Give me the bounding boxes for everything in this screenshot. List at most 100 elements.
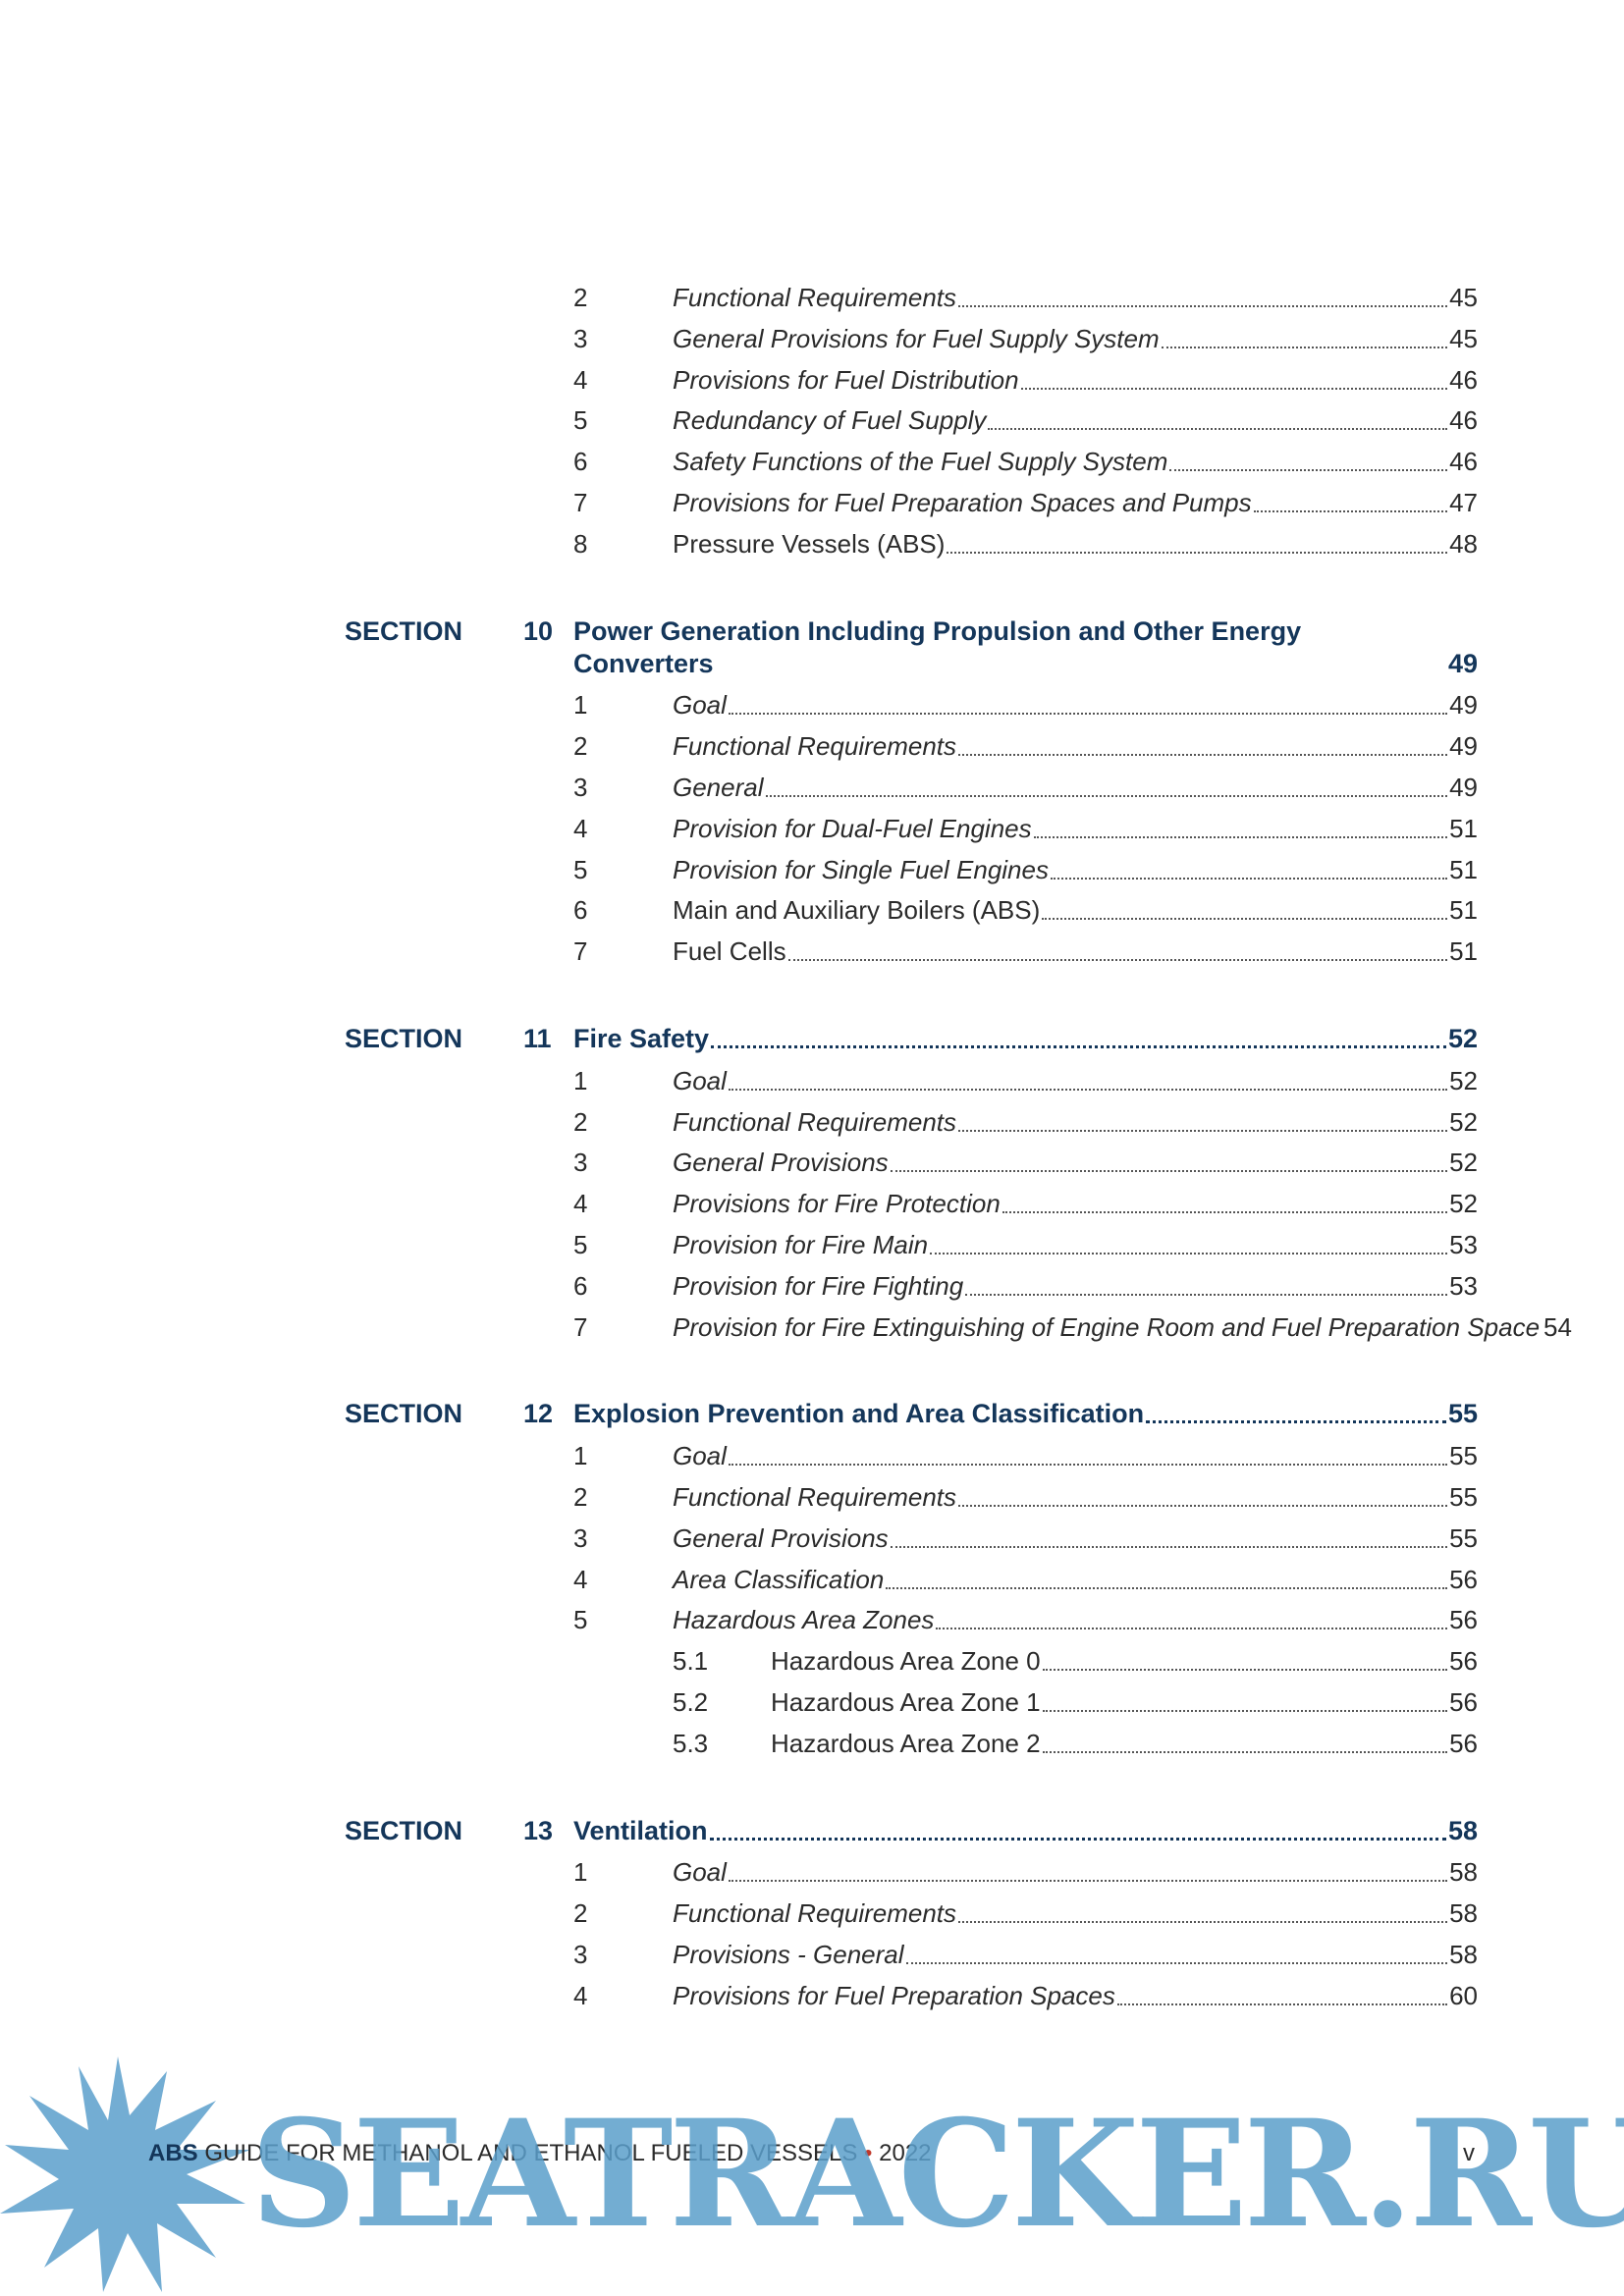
section-page: 49 [1447,648,1478,678]
entry-page: 49 [1449,731,1478,762]
entry-title: Functional Requirements [673,1482,957,1512]
entry-number: 7 [573,1311,588,1342]
entry-number: 5 [573,405,588,436]
entry-number: 6 [573,447,588,477]
section-title-line: Fire Safety 52 [573,1023,1478,1055]
toc-entry: 1 Goal 49 [573,684,1478,725]
toc-entry: 5 Provision for Single Fuel Engines 51 [573,849,1478,890]
entry-number: 7 [573,488,588,517]
toc-entry: 3 General Provisions for Fuel Supply Syst… [573,318,1478,359]
section-label: SECTION [345,1024,463,1053]
watermark: SEATRACKER.RU [250,2088,1624,2261]
entry-page: 51 [1449,936,1478,967]
entry-number: 5.3 [673,1728,709,1758]
section-title: Ventilation [573,1815,708,1845]
entry-number: 1 [573,1857,588,1888]
toc-entry: 6 Main and Auxiliary Boilers (ABS) 51 [573,889,1478,931]
section-number: 12 [523,1399,554,1429]
toc-entry: 8 Pressure Vessels (ABS) 48 [573,523,1478,564]
dot-leader [728,1880,1448,1883]
footer-brand: ABS [148,2140,198,2166]
toc-subentry: 5.2 Hazardous Area Zone 1 56 [673,1682,1478,1723]
dot-leader [890,1545,1448,1548]
entry-page: 53 [1449,1270,1478,1301]
dot-leader [1042,1750,1448,1753]
footer-separator: • [864,2140,873,2166]
entry-page: 51 [1449,895,1478,926]
entry-number: 4 [573,364,588,395]
entry-page: 45 [1449,323,1478,353]
entry-page: 52 [1449,1189,1478,1219]
entry-number: 5 [573,1605,588,1635]
section-heading: SECTION 12 Explosion Prevention and Area C… [345,1398,1478,1430]
dot-leader [965,1293,1448,1296]
entry-page: 52 [1449,1106,1478,1137]
entry-number: 2 [573,1898,588,1929]
entry-title: Goal [673,1857,727,1888]
entry-title: Goal [673,1441,727,1471]
entry-title: Goal [673,690,727,721]
toc-entry: 2 Functional Requirements 49 [573,725,1478,767]
entry-title: Goal [673,1065,727,1095]
section-label: SECTION [345,1399,463,1429]
entry-page: 49 [1449,690,1478,721]
entry-title: Functional Requirements [673,1898,957,1929]
section-number: 10 [523,615,554,646]
dot-leader [958,305,1448,307]
toc-entry: 3 General 49 [573,767,1478,808]
dot-leader [905,1962,1448,1965]
dot-leader [711,1045,1446,1048]
toc-entry: 2 Functional Requirements 55 [573,1476,1478,1518]
toc-entry: 7 Provisions for Fuel Preparation Spaces … [573,482,1478,523]
toc-entry: 4 Provisions for Fuel Preparation Spaces 6… [573,1975,1478,2016]
dot-leader [1169,469,1448,472]
toc-entry: 2 Functional Requirements 52 [573,1101,1478,1143]
section-page: 55 [1447,1399,1478,1429]
entry-number: 4 [573,1564,588,1594]
entry-title: Provision for Fire Main [673,1230,929,1259]
entry-page: 54 [1543,1311,1572,1342]
entry-page: 46 [1449,405,1478,436]
entry-number: 3 [573,1940,588,1970]
entry-page: 46 [1449,447,1478,477]
entry-number: 1 [573,1065,588,1095]
page-number: v [1463,2140,1475,2166]
entry-page: 58 [1449,1898,1478,1929]
dot-leader [1253,510,1448,512]
entry-page: 52 [1449,1065,1478,1095]
entry-page: 58 [1449,1857,1478,1888]
toc-entry: 5 Provision for Fire Main 53 [573,1224,1478,1265]
entry-number: 1 [573,690,588,721]
section-title-line: Ventilation 58 [573,1815,1478,1847]
section-heading: SECTION 11 Fire Safety 52 [345,1023,1478,1055]
toc-entry: 1 Goal 58 [573,1851,1478,1893]
entry-title: Pressure Vessels (ABS) [673,528,946,559]
entry-page: 48 [1449,528,1478,559]
toc-entry: 2 Functional Requirements 45 [573,277,1478,318]
entry-title: General Provisions [673,1148,889,1178]
entry-title: Provision for Fire Fighting [673,1270,964,1301]
entry-page: 55 [1449,1441,1478,1471]
entry-page: 58 [1449,1940,1478,1970]
entry-page: 56 [1449,1728,1478,1758]
entry-number: 8 [573,528,588,559]
entry-page: 55 [1449,1522,1478,1553]
entry-title: Hazardous Area Zones [673,1605,935,1635]
dot-leader [958,1921,1448,1924]
dot-leader [958,754,1448,757]
dot-leader [988,428,1448,431]
entry-number: 7 [573,936,588,967]
section-page: 52 [1447,1024,1478,1053]
entry-title: Provisions for Fuel Preparation Spaces [673,1980,1115,2010]
entry-number: 5.2 [673,1687,709,1717]
toc-entry: 4 Area Classification 56 [573,1559,1478,1600]
section-heading: SECTION 13 Ventilation 58 [345,1815,1478,1847]
entry-title: Provision for Fire Extinguishing of Engi… [673,1311,1541,1342]
entry-title: Provisions for Fire Protection [673,1189,1001,1219]
footer-year: 2022 [879,2140,932,2166]
entry-number: 2 [573,1106,588,1137]
toc-entry: 6 Provision for Fire Fighting 53 [573,1265,1478,1307]
dot-leader [947,551,1448,554]
entry-page: 49 [1449,773,1478,802]
toc-subentry: 5.3 Hazardous Area Zone 2 56 [673,1723,1478,1764]
